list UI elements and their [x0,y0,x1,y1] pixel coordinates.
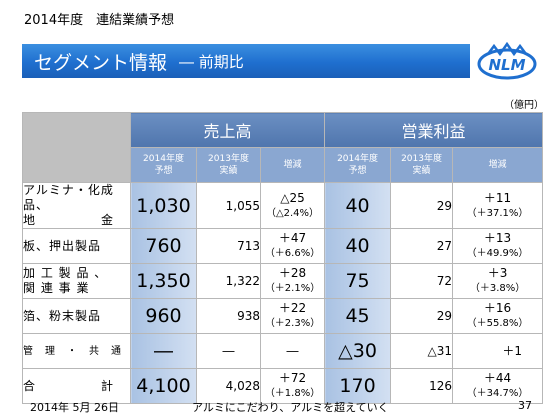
top-note: 2014年度 連結業績予想 [24,13,175,28]
sales-change: ＋28 （＋2.1%） [259,263,326,299]
table-row: 管 理 ・ 共 通 ― ― ― △30 △31 ＋1 [22,333,544,369]
row-label: 箔、粉末製品 [22,298,131,334]
sales-2014: ― [130,333,197,369]
logo-text: NLM [488,56,525,74]
sales-2014: 1,350 [130,263,197,299]
profit-change: ＋1 [452,333,544,369]
table-row-total: 合 計 4,100 4,028 ＋72 （＋1.8%） 170 126 ＋44 （＋… [22,368,544,404]
sales-2013: 1,322 [196,263,261,299]
col-header: 2013年度 実績 [196,147,261,183]
group-header-profit: 営業利益 [324,112,544,148]
col-header: 2014年度 予想 [130,147,197,183]
col-header: 増減 [452,147,544,183]
footer-slogan: アルミにこだわり、アルミを超えていく [192,401,389,414]
sales-2013: 938 [196,298,261,334]
group-header-sales: 売上高 [129,112,326,148]
profit-2014: 40 [324,182,392,229]
profit-2014: 170 [324,368,392,404]
profit-2013: 29 [390,298,454,334]
row-label: 加 工 製 品 、 関 連 事 業 [22,263,131,299]
row-label: 管 理 ・ 共 通 [22,333,131,369]
profit-2013: △31 [390,333,454,369]
col-header: 2014年度 予想 [324,147,392,183]
row-label: 合 計 [22,368,131,404]
row-label: 板、押出製品 [22,228,131,264]
sales-2014: 4,100 [130,368,197,404]
sales-change: ＋72 （＋1.8%） [259,368,326,404]
sales-change: ＋22 （＋2.3%） [259,298,326,334]
col-header: 2013年度 実績 [390,147,454,183]
sales-2014: 1,030 [130,182,197,229]
footer-date: 2014年 5月 26日 [30,401,119,414]
segment-table: 売上高 営業利益 2014年度 予想 2013年度 実績 増減 2014年度 予… [22,112,544,404]
profit-change: ＋11 （＋37.1%） [452,182,544,229]
profit-2013: 72 [390,263,454,299]
table-row: アルミナ・化成品、 地 金 1,030 1,055 △25 （△2.4%） 40 … [22,182,544,229]
unit-label: （億円） [504,100,544,111]
profit-change: ＋44 （＋34.7%） [452,368,544,404]
profit-2014: 45 [324,298,392,334]
page-subtitle: ― 前期比 [179,52,244,71]
profit-2013: 126 [390,368,454,404]
profit-2014: 75 [324,263,392,299]
sales-change: ― [259,333,326,369]
company-logo: NLM [477,42,537,80]
profit-2013: 29 [390,182,454,229]
table-row: 加 工 製 品 、 関 連 事 業 1,350 1,322 ＋28 （＋2.1%）… [22,263,544,299]
profit-change: ＋13 （＋49.9%） [452,228,544,264]
row-label: アルミナ・化成品、 地 金 [22,182,131,229]
profit-2014: 40 [324,228,392,264]
profit-change: ＋16 （＋55.8%） [452,298,544,334]
profit-2014: △30 [324,333,392,369]
sales-change: ＋47 （＋6.6%） [259,228,326,264]
header-corner [22,112,131,183]
profit-2013: 27 [390,228,454,264]
page-title: セグメント情報 [34,51,168,74]
sales-2013: 1,055 [196,182,261,229]
sales-2014: 960 [130,298,197,334]
table-row: 箔、粉末製品 960 938 ＋22 （＋2.3%） 45 29 ＋16 （＋55.… [22,298,544,334]
sales-2013: ― [196,333,261,369]
sales-2014: 760 [130,228,197,264]
title-banner: セグメント情報 ― 前期比 [22,44,470,78]
table-row: 板、押出製品 760 713 ＋47 （＋6.6%） 40 27 ＋13 （＋49.… [22,228,544,264]
sales-2013: 4,028 [196,368,261,404]
profit-change: ＋3 （＋3.8%） [452,263,544,299]
page-number: 37 [518,399,532,412]
sales-2013: 713 [196,228,261,264]
sales-change: △25 （△2.4%） [259,182,326,229]
col-header: 増減 [259,147,326,183]
